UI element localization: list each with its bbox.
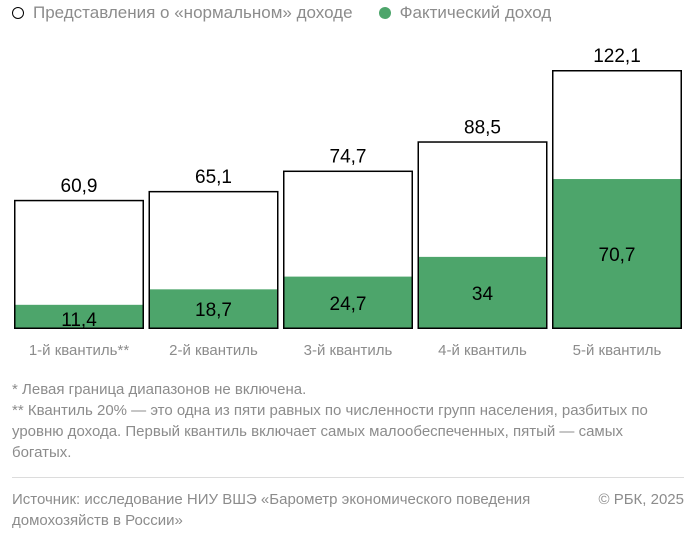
category-label-4: 4-й квантиль [438, 342, 527, 359]
footer-divider [12, 477, 684, 478]
bar-actual-3 [283, 276, 413, 329]
footnotes: * Левая граница диапазонов не включена. … [12, 379, 682, 463]
bar-actual-4 [417, 256, 548, 329]
value-label-normal-5: 122,1 [593, 46, 641, 67]
value-label-actual-3: 24,7 [330, 294, 367, 315]
legend-label-normal: Представления о «нормальном» доходе [33, 3, 353, 22]
value-label-normal-1: 60,9 [61, 176, 98, 197]
category-label-3: 3-й квантиль [304, 342, 393, 359]
value-label-normal-2: 65,1 [195, 167, 232, 188]
bar-normal-5 [552, 70, 682, 329]
bar-normal-4 [417, 141, 548, 329]
category-label-1: 1-й квантиль** [29, 342, 130, 359]
bar-normal-3 [283, 170, 413, 329]
copyright: © РБК, 2025 [598, 491, 684, 508]
bar-normal-2 [148, 190, 279, 329]
legend-item-normal: Представления о «нормальном» доходе [12, 3, 353, 23]
value-label-normal-4: 88,5 [464, 117, 501, 138]
legend-marker-normal [12, 7, 24, 19]
value-label-actual-4: 34 [472, 284, 494, 305]
footnote-1: * Левая граница диапазонов не включена. [12, 381, 307, 398]
legend-marker-actual [378, 7, 391, 19]
source-note: Источник: исследование НИУ ВШЭ «Барометр… [12, 491, 531, 529]
value-label-actual-2: 18,7 [195, 300, 232, 321]
chart-legend: Представления о «нормальном» доходе Факт… [12, 2, 577, 24]
bar-chart: 60,9 11,4 1-й квантиль** 65,1 18,7 2-й кванти… [14, 46, 682, 359]
category-label-5: 5-й квантиль [573, 342, 662, 359]
category-label-2: 2-й квантиль [169, 342, 258, 359]
bar-normal-1 [14, 199, 144, 329]
bar-actual-1 [14, 304, 144, 329]
value-label-actual-5: 70,7 [599, 245, 636, 266]
bar-actual-2 [148, 289, 279, 329]
footnote-2: ** Квантиль 20% — это одна из пяти равны… [12, 402, 648, 461]
value-label-actual-1: 11,4 [61, 310, 97, 331]
value-label-normal-3: 74,7 [330, 147, 367, 168]
bar-actual-5 [552, 179, 682, 329]
legend-item-actual: Фактический доход [378, 3, 552, 23]
legend-label-actual: Фактический доход [399, 3, 552, 22]
